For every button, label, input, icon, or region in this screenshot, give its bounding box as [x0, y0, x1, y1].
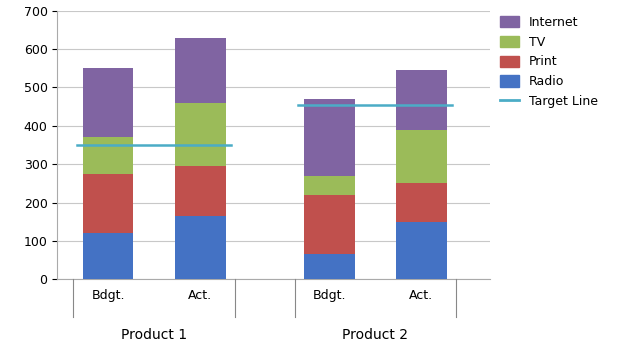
- Bar: [396, 222, 447, 279]
- Bar: [83, 233, 133, 279]
- Bar: [396, 130, 447, 183]
- Bar: [396, 183, 447, 222]
- Legend: Internet, TV, Print, Radio, Target Line: Internet, TV, Print, Radio, Target Line: [495, 11, 603, 113]
- Bar: [83, 174, 133, 233]
- Bar: [304, 195, 355, 254]
- Bar: [304, 176, 355, 195]
- Bar: [175, 103, 225, 166]
- Bar: [304, 254, 355, 279]
- Text: Product 2: Product 2: [342, 328, 408, 342]
- Bar: [304, 99, 355, 176]
- Bar: [175, 38, 225, 103]
- Bar: [396, 70, 447, 130]
- Text: Product 1: Product 1: [121, 328, 187, 342]
- Bar: [175, 216, 225, 279]
- Bar: [83, 68, 133, 137]
- Bar: [175, 166, 225, 216]
- Bar: [83, 137, 133, 174]
